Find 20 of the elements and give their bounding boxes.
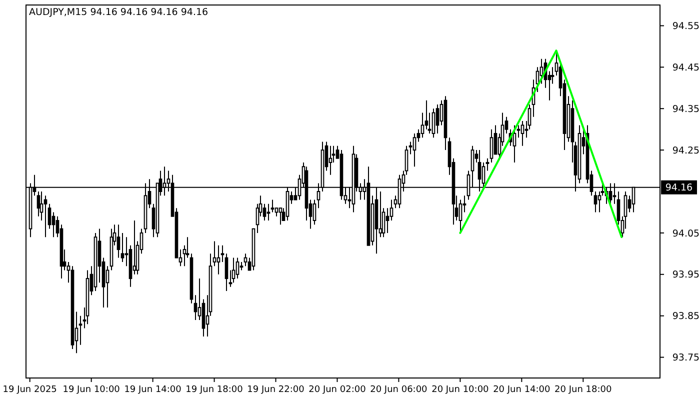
y-tick-label: 94.25 [672,145,700,156]
x-tick-label: 20 Jun 10:00 [432,385,490,395]
x-tick-label: 19 Jun 18:00 [186,385,244,395]
y-tick-label: 94.55 [672,21,700,32]
x-tick-label: 20 Jun 14:00 [493,385,551,395]
x-tick-label: 19 Jun 22:00 [247,385,305,395]
chart-title: AUDJPY,M15 94.16 94.16 94.16 94.16 [29,7,208,18]
y-tick-label: 94.45 [672,62,700,74]
ref-line-label: 94.16 [665,182,693,194]
x-tick-label: 19 Jun 14:00 [124,385,182,395]
x-tick-label: 20 Jun 02:00 [308,385,366,395]
x-tick-label: 20 Jun 18:00 [554,385,612,395]
x-tick-label: 20 Jun 06:00 [370,385,428,395]
y-tick-label: 93.95 [672,270,700,281]
y-tick-label: 93.75 [672,352,700,364]
y-tick-label: 93.85 [672,311,700,322]
y-tick-label: 94.05 [672,228,700,240]
y-tick-label: 94.35 [672,104,700,115]
x-tick-label: 19 Jun 10:00 [62,385,120,395]
x-tick-label: 19 Jun 2025 [2,385,57,395]
